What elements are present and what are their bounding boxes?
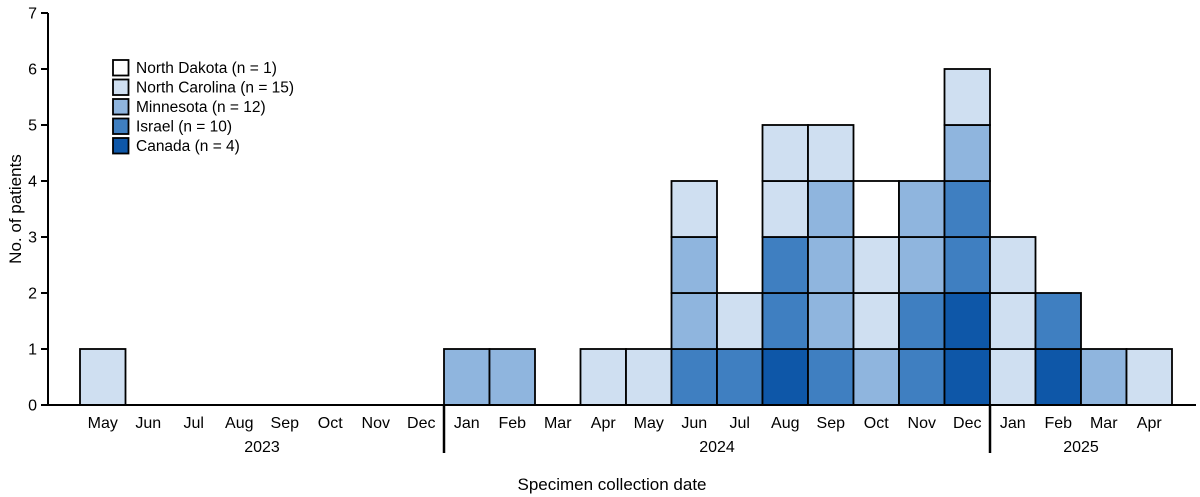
y-tick-label: 0 — [28, 398, 37, 415]
case-box — [761, 124, 809, 182]
case-box — [761, 236, 809, 294]
y-axis-title: No. of patients — [6, 154, 25, 264]
case-box — [898, 292, 946, 350]
case-box — [852, 292, 900, 350]
case-box — [807, 180, 855, 238]
case-box — [898, 236, 946, 294]
case-box — [579, 348, 627, 406]
case-box — [943, 348, 991, 406]
month-label: Sep — [817, 415, 846, 432]
month-label: Feb — [498, 415, 526, 432]
case-box — [989, 236, 1037, 294]
month-label: Nov — [908, 415, 936, 432]
case-box — [670, 348, 718, 406]
case-box — [1034, 348, 1082, 406]
year-label: 2024 — [699, 439, 735, 456]
case-box — [1080, 348, 1128, 406]
case-box — [989, 292, 1037, 350]
month-label: Mar — [1090, 415, 1118, 432]
case-box — [443, 348, 491, 406]
legend-swatch — [112, 137, 130, 155]
month-label: Oct — [864, 415, 889, 432]
legend-swatch — [112, 59, 130, 77]
case-box — [625, 348, 673, 406]
month-label: Apr — [591, 415, 617, 432]
case-box — [852, 348, 900, 406]
month-label: Jan — [454, 415, 480, 432]
month-label: Mar — [544, 415, 572, 432]
month-label: Nov — [362, 415, 390, 432]
case-box — [943, 236, 991, 294]
case-box — [1125, 348, 1173, 406]
case-box — [716, 348, 764, 406]
month-label: Oct — [318, 415, 343, 432]
case-box — [761, 180, 809, 238]
y-tick-label: 4 — [28, 174, 37, 191]
case-box — [761, 348, 809, 406]
y-tick-label: 7 — [28, 6, 37, 23]
case-box — [761, 292, 809, 350]
case-box — [79, 348, 127, 406]
legend-label: North Carolina (n = 15) — [136, 80, 294, 97]
legend-label: Minnesota (n = 12) — [136, 99, 266, 116]
case-box — [943, 124, 991, 182]
y-tick-label: 5 — [28, 118, 37, 135]
case-box — [716, 292, 764, 350]
case-box — [898, 180, 946, 238]
year-label: 2025 — [1063, 439, 1099, 456]
month-label: Aug — [225, 415, 253, 432]
legend-label: Israel (n = 10) — [136, 119, 232, 136]
month-label: Jul — [184, 415, 204, 432]
legend-swatch — [112, 117, 130, 135]
legend-swatch — [112, 78, 130, 96]
case-box — [807, 348, 855, 406]
month-label: Jul — [730, 415, 750, 432]
month-label: Dec — [953, 415, 981, 432]
case-box — [670, 180, 718, 238]
y-tick-label: 3 — [28, 230, 37, 247]
year-label: 2023 — [244, 439, 280, 456]
case-box — [943, 68, 991, 126]
case-box — [943, 180, 991, 238]
month-label: Feb — [1044, 415, 1072, 432]
legend-label: Canada (n = 4) — [136, 138, 240, 155]
case-box — [670, 292, 718, 350]
case-box — [807, 292, 855, 350]
case-box — [989, 348, 1037, 406]
x-axis-title: Specimen collection date — [517, 475, 707, 494]
y-tick-label: 2 — [28, 286, 37, 303]
legend-label: North Dakota (n = 1) — [136, 60, 277, 77]
y-tick-label: 1 — [28, 342, 37, 359]
month-label: Apr — [1137, 415, 1163, 432]
case-box — [943, 292, 991, 350]
case-box — [807, 124, 855, 182]
case-box — [898, 348, 946, 406]
month-label: May — [634, 415, 664, 432]
y-tick-label: 6 — [28, 62, 37, 79]
case-box — [852, 180, 900, 238]
month-label: Aug — [771, 415, 799, 432]
month-label: Jan — [1000, 415, 1026, 432]
month-label: Sep — [271, 415, 300, 432]
case-box — [488, 348, 536, 406]
case-box — [1034, 292, 1082, 350]
month-label: Jun — [681, 415, 707, 432]
month-label: Jun — [135, 415, 161, 432]
case-box — [670, 236, 718, 294]
case-box — [852, 236, 900, 294]
month-label: May — [88, 415, 118, 432]
month-label: Dec — [407, 415, 435, 432]
case-box — [807, 236, 855, 294]
legend-swatch — [112, 98, 130, 116]
